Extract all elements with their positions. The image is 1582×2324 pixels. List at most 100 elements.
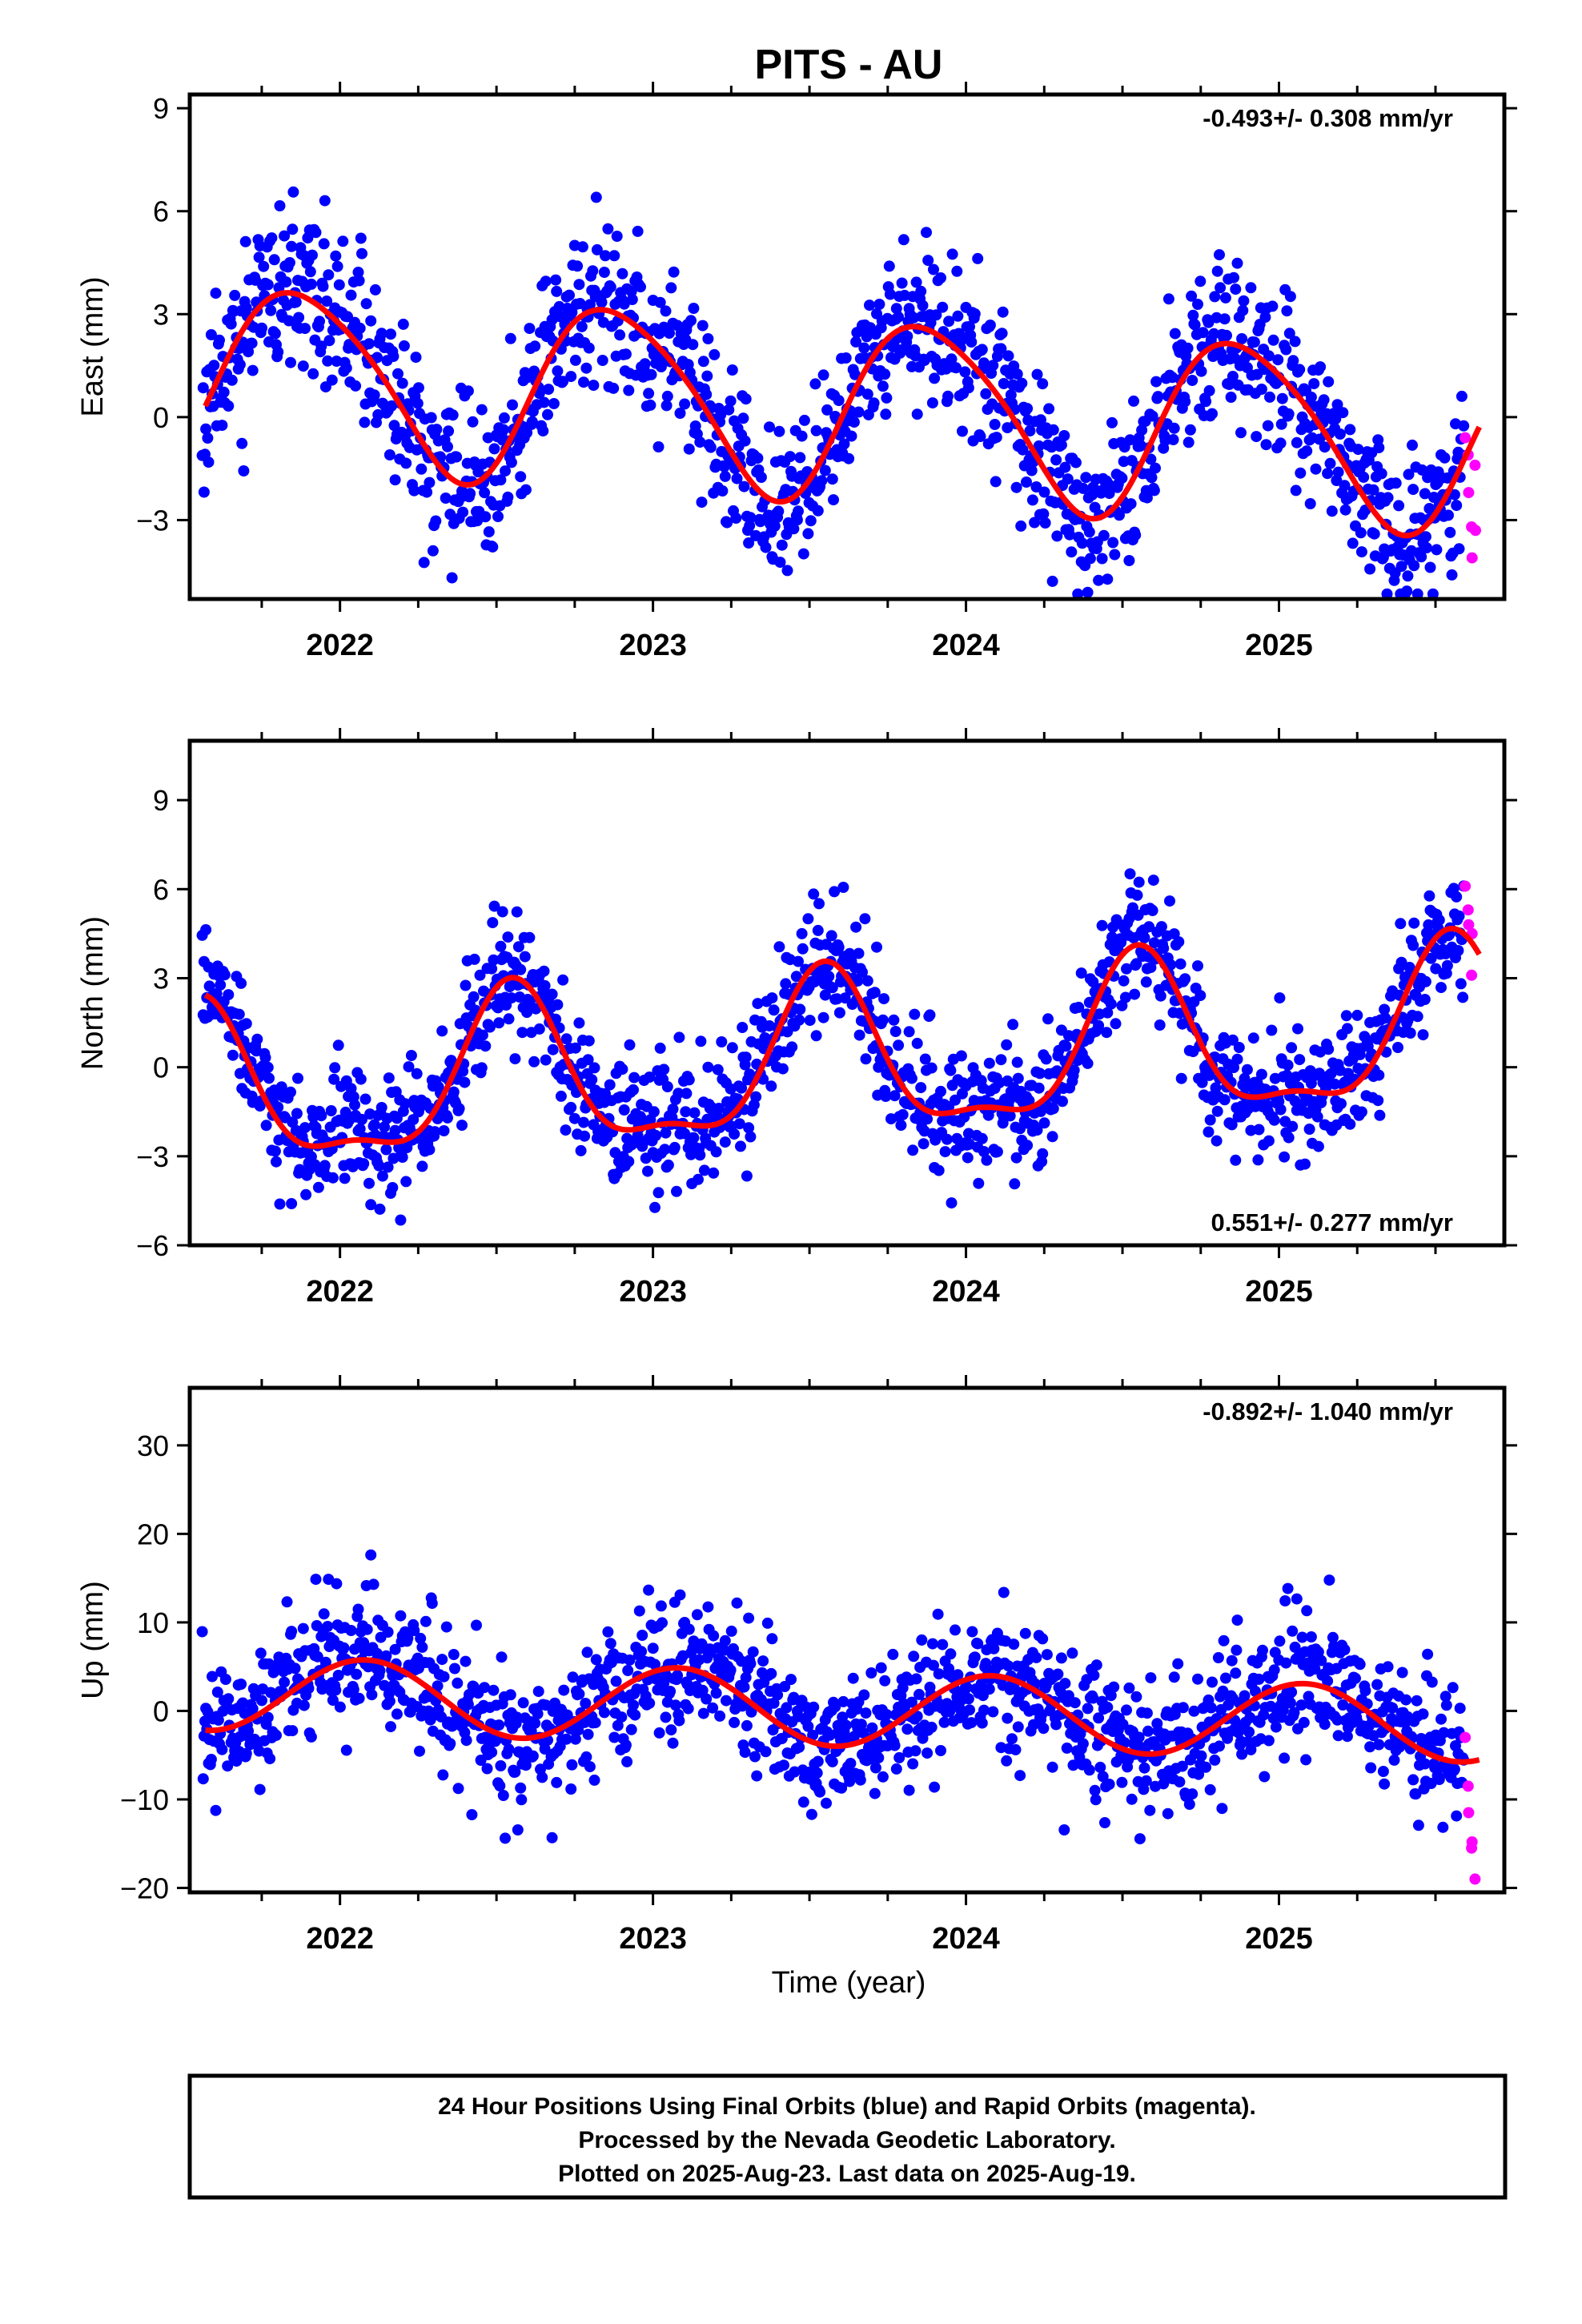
data-point — [327, 1172, 339, 1184]
data-point — [1295, 467, 1307, 479]
data-point — [916, 1634, 928, 1646]
data-point — [1196, 1076, 1208, 1088]
data-point — [941, 1133, 953, 1145]
data-point — [264, 1753, 276, 1765]
data-point — [812, 1755, 824, 1767]
data-point — [355, 1073, 367, 1085]
final-orbit-series — [196, 1549, 1470, 1845]
data-point — [408, 1625, 420, 1636]
data-point — [392, 368, 404, 380]
data-point — [679, 398, 691, 410]
data-point — [632, 225, 644, 237]
data-point — [1129, 988, 1141, 1000]
data-point — [540, 275, 552, 287]
data-point — [557, 974, 569, 986]
data-point — [811, 1767, 823, 1779]
data-point — [1082, 1057, 1094, 1069]
data-point — [858, 1689, 870, 1701]
data-point — [400, 457, 412, 469]
data-point — [1097, 1771, 1109, 1783]
data-point — [935, 1745, 946, 1756]
data-point — [697, 1707, 709, 1719]
model-fit-line — [203, 926, 1482, 1149]
data-point — [921, 1113, 934, 1125]
data-point — [1124, 434, 1136, 446]
data-point — [1209, 291, 1221, 303]
data-point — [905, 1696, 917, 1708]
data-point — [1274, 992, 1286, 1004]
data-point — [1101, 1027, 1113, 1039]
data-point — [660, 305, 672, 317]
data-point — [1002, 350, 1014, 362]
data-point — [437, 1769, 449, 1781]
data-point — [939, 1146, 951, 1158]
data-point — [702, 1061, 714, 1073]
data-point — [1006, 1733, 1018, 1745]
data-point — [299, 1122, 311, 1134]
data-point — [1133, 876, 1145, 888]
rapid-point — [1469, 1873, 1481, 1885]
data-point — [1142, 1725, 1154, 1737]
data-point — [304, 266, 316, 278]
data-point — [793, 505, 804, 517]
axes: −20 −10 0 10 20 30 2022 2023 2024 2025 — [120, 1375, 1517, 1956]
data-point — [1055, 439, 1067, 451]
data-point — [216, 420, 228, 432]
data-point — [287, 1725, 299, 1737]
data-point — [739, 1747, 751, 1759]
data-point — [802, 528, 814, 540]
data-point — [602, 1626, 614, 1638]
data-point — [1123, 1682, 1135, 1694]
data-point — [1419, 994, 1431, 1005]
data-point — [780, 978, 792, 990]
data-point — [310, 1574, 322, 1586]
rapid-point — [1466, 1836, 1478, 1848]
data-point — [1421, 542, 1432, 554]
data-point — [1207, 1676, 1218, 1688]
data-point — [833, 941, 845, 953]
data-point — [1014, 1770, 1026, 1782]
data-point — [911, 1037, 923, 1049]
data-point — [1021, 476, 1032, 488]
data-point — [1058, 430, 1070, 441]
data-point — [1184, 424, 1196, 436]
data-point — [674, 408, 686, 419]
data-point — [1355, 527, 1367, 539]
data-point — [838, 438, 850, 450]
data-point — [1144, 1804, 1156, 1816]
data-point — [1099, 1817, 1110, 1828]
data-point — [1439, 1691, 1452, 1703]
data-point — [1066, 546, 1078, 558]
data-point — [568, 1112, 580, 1124]
data-point — [1012, 1072, 1024, 1084]
data-point — [1419, 975, 1431, 987]
data-point — [1026, 494, 1038, 506]
data-point — [271, 1156, 282, 1168]
data-point — [442, 1112, 453, 1124]
data-point — [1231, 257, 1243, 269]
data-point — [802, 1720, 814, 1732]
data-point — [1433, 1774, 1445, 1785]
data-point — [333, 279, 345, 291]
data-point — [1457, 991, 1469, 1003]
data-point — [1174, 958, 1186, 970]
data-point — [1200, 1761, 1212, 1773]
data-point — [1411, 1695, 1423, 1707]
data-point — [713, 1103, 725, 1114]
data-point — [598, 1707, 610, 1719]
data-point — [1001, 1039, 1013, 1051]
data-point — [350, 380, 362, 392]
data-point — [933, 1668, 945, 1680]
data-point — [848, 416, 860, 428]
data-point — [474, 969, 486, 981]
data-point — [1094, 1761, 1106, 1773]
axes: −6 −3 0 3 6 9 2022 2023 2024 2025 — [136, 728, 1517, 1309]
data-point — [719, 470, 731, 482]
data-point — [281, 1596, 293, 1608]
data-point — [915, 285, 927, 297]
data-point — [1158, 1778, 1170, 1790]
x-tick-label: 2023 — [619, 1275, 687, 1309]
data-point — [262, 279, 274, 291]
data-point — [1419, 488, 1431, 500]
data-point — [826, 473, 838, 485]
